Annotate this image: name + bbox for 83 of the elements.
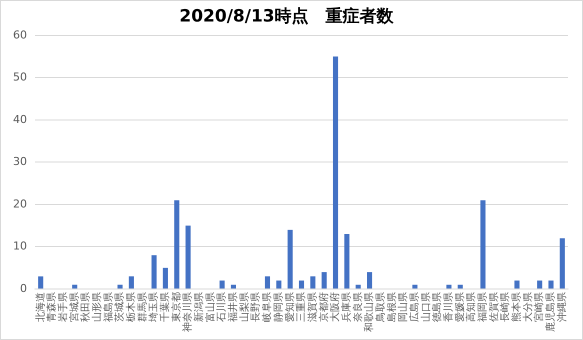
x-tick-label: 島根県 [386, 292, 398, 322]
x-tick-label: 静岡県 [272, 292, 284, 322]
bar [230, 284, 236, 288]
x-tick-label: 沖縄県 [556, 292, 568, 322]
bar [174, 200, 180, 288]
chart-title: 2020/8/13時点 重症者数 [179, 6, 395, 27]
x-tick-label: 富山県 [204, 292, 216, 322]
bar [186, 226, 191, 288]
bar [322, 272, 327, 288]
bar [128, 276, 134, 288]
x-tick-label: 鳥取県 [374, 292, 386, 323]
bar [38, 276, 44, 288]
x-tick-label: 岐阜県 [261, 292, 274, 322]
y-tick-label: 20 [12, 197, 27, 210]
x-tick-label: 埼玉県 [148, 292, 160, 323]
x-tick-label: 福岡県 [476, 292, 489, 322]
x-tick-label: 栃木県 [124, 292, 137, 322]
y-tick-label: 40 [12, 112, 27, 126]
x-tick-label: 北海道 [34, 292, 46, 322]
bar [446, 284, 452, 288]
x-tick-label: 京都府 [318, 292, 330, 322]
x-tick-label: 山梨県 [238, 292, 250, 322]
x-tick-label: 秋田県 [80, 292, 92, 322]
x-tick-label: 鹿児島県 [544, 292, 557, 332]
x-tick-label: 群馬県 [136, 292, 148, 322]
x-tick-label: 山口県 [420, 292, 432, 322]
x-tick-label: 長野県 [250, 292, 262, 322]
bar [152, 255, 157, 288]
bar [264, 276, 270, 288]
x-tick-label: 徳島県 [431, 292, 444, 322]
bar [220, 280, 225, 288]
x-tick-label: 和歌山県 [363, 292, 376, 332]
x-tick-label: 新潟県 [193, 292, 206, 322]
bar [118, 284, 123, 288]
x-tick-label: 兵庫県 [340, 292, 352, 322]
x-tick-label: 佐賀県 [488, 292, 500, 322]
x-tick-label: 福島県 [102, 292, 114, 322]
bar [560, 238, 565, 288]
bar [412, 284, 418, 288]
x-tick-label: 広島県 [408, 292, 420, 322]
x-tick-label: 宮崎県 [533, 292, 546, 322]
bar [276, 280, 282, 288]
bar [298, 280, 304, 288]
x-tick-label: 石川県 [216, 292, 228, 322]
y-tick-label: 30 [12, 155, 27, 168]
x-tick-label: 千葉県 [159, 292, 172, 322]
x-tick-label: 熊本県 [510, 292, 523, 322]
bar [537, 280, 542, 288]
bar [72, 284, 78, 288]
x-tick-label: 青森県 [46, 292, 58, 322]
y-tick-label: 60 [12, 28, 27, 42]
bar [344, 234, 350, 288]
x-tick-label: 東京都 [170, 292, 182, 322]
bar [162, 268, 168, 288]
bar [548, 280, 554, 288]
x-tick-label: 福井県 [227, 292, 240, 322]
x-tick-label: 宮城県 [68, 292, 80, 322]
x-tick-label: 茨城県 [114, 292, 126, 322]
x-tick-label: 滋賀県 [306, 292, 318, 322]
y-tick-label: 10 [12, 240, 27, 253]
bar [480, 200, 486, 288]
x-tick-label: 岩手県 [56, 292, 69, 322]
x-tick-label: 三重県 [295, 292, 308, 322]
x-tick-label: 山形県 [90, 292, 103, 322]
bar [458, 284, 463, 288]
y-tick-label: 50 [12, 70, 27, 84]
bar [514, 280, 520, 288]
bar [356, 284, 361, 288]
x-tick-label: 奈良県 [352, 292, 364, 322]
x-tick-label: 大阪府 [329, 292, 342, 322]
y-tick-label: 0 [20, 282, 27, 295]
x-tick-label: 愛媛県 [454, 292, 466, 322]
x-tick-label: 高知県 [465, 292, 478, 322]
x-tick-label: 長崎県 [499, 292, 512, 322]
x-tick-label: 大分県 [522, 292, 534, 322]
bar [310, 276, 316, 288]
x-tick-label: 神奈川県 [182, 292, 194, 332]
bar [288, 230, 293, 288]
bar [366, 272, 372, 288]
bar [332, 56, 338, 288]
x-tick-label: 岡山県 [397, 292, 410, 322]
x-tick-label: 愛知県 [284, 292, 296, 322]
x-tick-label: 香川県 [442, 292, 455, 322]
